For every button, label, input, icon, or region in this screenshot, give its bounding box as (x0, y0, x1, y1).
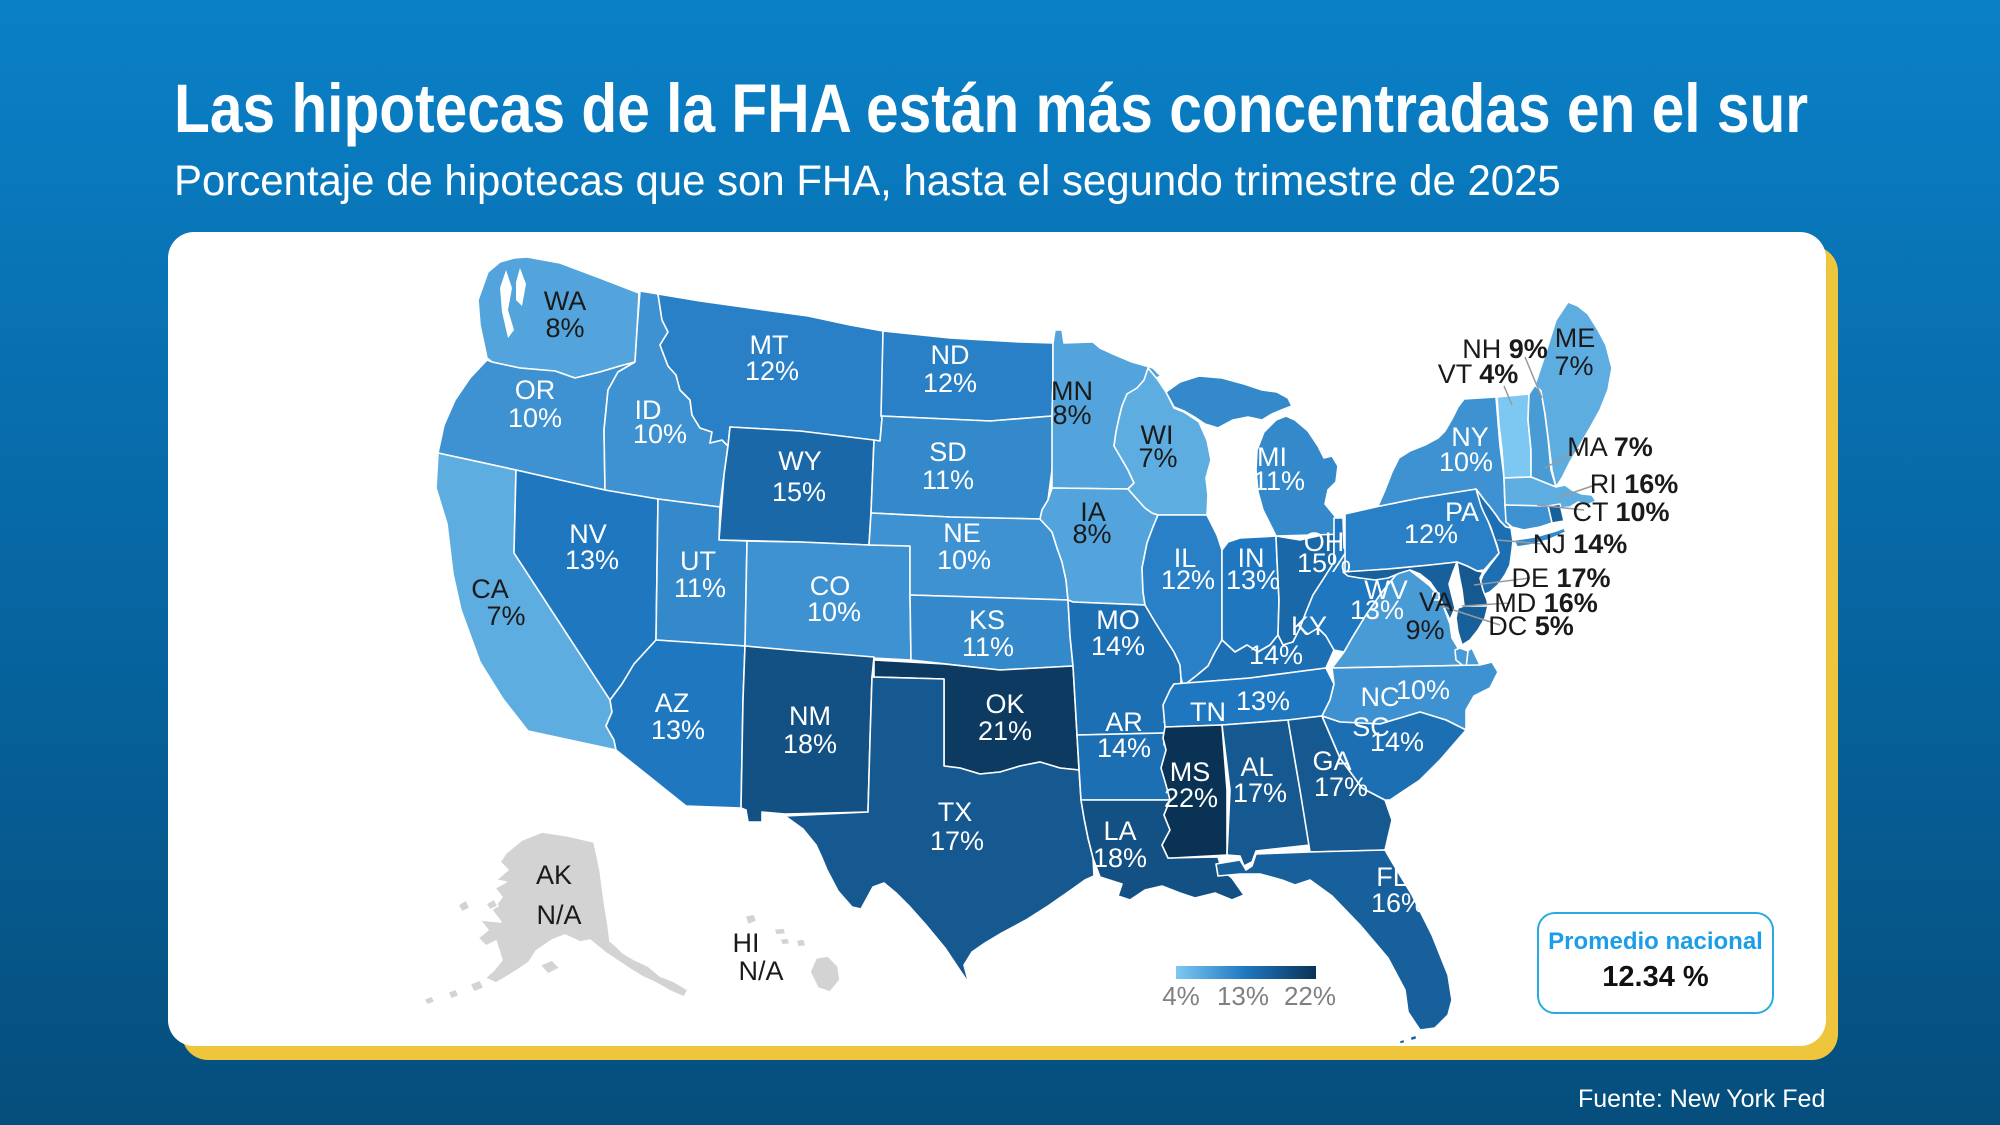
svg-text:NE: NE (943, 518, 981, 548)
svg-text:13%: 13% (651, 715, 705, 745)
svg-text:9%: 9% (1405, 615, 1444, 645)
svg-text:18%: 18% (783, 729, 837, 759)
svg-text:AZ: AZ (655, 688, 690, 718)
svg-text:12%: 12% (1161, 565, 1215, 595)
svg-text:14%: 14% (1370, 727, 1424, 757)
svg-text:RI 16%: RI 16% (1590, 469, 1679, 499)
svg-text:15%: 15% (772, 477, 826, 507)
svg-text:12%: 12% (745, 356, 799, 386)
svg-text:11%: 11% (962, 632, 1014, 662)
svg-text:17%: 17% (1233, 778, 1287, 808)
svg-text:GA: GA (1312, 746, 1351, 776)
svg-text:22%: 22% (1284, 981, 1336, 1011)
svg-text:7%: 7% (1554, 351, 1593, 381)
svg-text:MT: MT (750, 330, 789, 360)
svg-text:TN: TN (1190, 697, 1226, 727)
svg-text:CO: CO (810, 571, 851, 601)
svg-text:IL: IL (1174, 543, 1197, 573)
svg-text:7%: 7% (486, 601, 525, 631)
svg-text:14%: 14% (1097, 733, 1151, 763)
svg-text:UT: UT (680, 546, 716, 576)
svg-text:CA: CA (471, 574, 509, 604)
svg-text:11%: 11% (674, 573, 726, 603)
svg-text:ME: ME (1555, 323, 1596, 353)
svg-text:ID: ID (635, 395, 662, 425)
svg-text:MI: MI (1257, 442, 1287, 472)
svg-text:17%: 17% (930, 826, 984, 856)
svg-text:MN: MN (1051, 376, 1093, 406)
svg-text:NC: NC (1361, 682, 1400, 712)
svg-text:PA: PA (1445, 497, 1479, 527)
svg-text:WI: WI (1141, 420, 1174, 450)
svg-text:MA 7%: MA 7% (1567, 432, 1653, 462)
svg-text:7%: 7% (1138, 443, 1177, 473)
svg-text:8%: 8% (1052, 400, 1091, 430)
svg-text:IN: IN (1238, 543, 1265, 573)
svg-text:13%: 13% (1350, 595, 1404, 625)
svg-text:HI: HI (733, 928, 760, 958)
svg-text:OK: OK (985, 689, 1024, 719)
svg-text:MS: MS (1170, 757, 1211, 787)
svg-text:LA: LA (1103, 816, 1136, 846)
svg-text:4%: 4% (1162, 981, 1200, 1011)
svg-text:16%: 16% (1371, 888, 1425, 918)
svg-text:WV: WV (1364, 575, 1408, 605)
svg-text:21%: 21% (978, 716, 1032, 746)
svg-text:CT 10%: CT 10% (1572, 497, 1669, 527)
svg-text:N/A: N/A (536, 900, 581, 930)
svg-text:13%: 13% (1236, 686, 1290, 716)
svg-text:14%: 14% (1249, 640, 1303, 670)
svg-text:NM: NM (789, 701, 831, 731)
svg-text:MO: MO (1096, 605, 1140, 635)
svg-text:10%: 10% (1439, 447, 1493, 477)
svg-text:10%: 10% (937, 545, 991, 575)
svg-text:8%: 8% (1072, 519, 1111, 549)
svg-text:22%: 22% (1164, 783, 1218, 813)
svg-text:WA: WA (544, 286, 587, 316)
svg-text:OR: OR (515, 375, 556, 405)
svg-text:NY: NY (1451, 422, 1489, 452)
svg-text:12%: 12% (1404, 519, 1458, 549)
svg-text:VA: VA (1419, 587, 1453, 617)
svg-text:IA: IA (1080, 497, 1106, 527)
svg-text:15%: 15% (1297, 548, 1351, 578)
svg-text:18%: 18% (1093, 843, 1147, 873)
svg-text:MD 16%: MD 16% (1494, 588, 1598, 618)
svg-text:WY: WY (778, 446, 822, 476)
svg-text:14%: 14% (1091, 631, 1145, 661)
svg-text:8%: 8% (545, 313, 584, 343)
svg-text:DE 17%: DE 17% (1511, 563, 1610, 593)
svg-text:FL: FL (1376, 862, 1408, 892)
svg-text:OH: OH (1304, 527, 1345, 557)
svg-text:11%: 11% (1253, 466, 1305, 496)
svg-text:13%: 13% (1217, 981, 1269, 1011)
svg-text:10%: 10% (633, 419, 687, 449)
svg-text:AK: AK (536, 860, 572, 890)
svg-text:10%: 10% (1396, 675, 1450, 705)
svg-text:10%: 10% (508, 403, 562, 433)
svg-text:13%: 13% (1226, 565, 1280, 595)
svg-text:17%: 17% (1314, 772, 1368, 802)
svg-text:ND: ND (931, 340, 970, 370)
svg-text:AR: AR (1105, 707, 1143, 737)
svg-text:AL: AL (1240, 752, 1273, 782)
svg-text:10%: 10% (807, 597, 861, 627)
svg-text:DC 5%: DC 5% (1488, 611, 1574, 641)
svg-text:VT 4%: VT 4% (1438, 359, 1519, 389)
svg-text:NV: NV (569, 519, 607, 549)
svg-text:NH 9%: NH 9% (1462, 334, 1548, 364)
svg-text:KY: KY (1291, 611, 1327, 641)
svg-text:12%: 12% (923, 368, 977, 398)
svg-text:SD: SD (929, 437, 967, 467)
svg-text:SC: SC (1352, 712, 1390, 742)
svg-text:TX: TX (938, 797, 973, 827)
svg-text:11%: 11% (922, 465, 974, 495)
svg-text:N/A: N/A (738, 956, 783, 986)
svg-text:KS: KS (969, 605, 1005, 635)
svg-text:13%: 13% (565, 545, 619, 575)
svg-text:NJ 14%: NJ 14% (1533, 529, 1628, 559)
